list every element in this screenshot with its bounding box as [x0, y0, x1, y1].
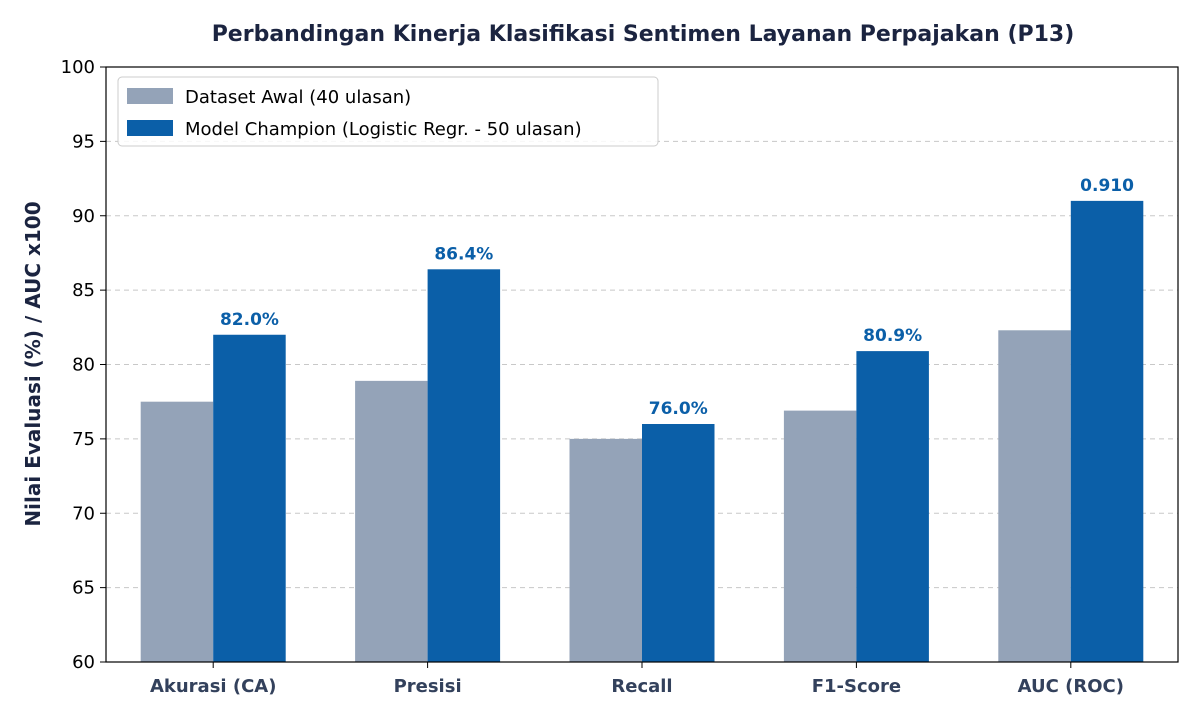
- legend-swatch: [127, 120, 173, 136]
- y-tick-label: 75: [72, 429, 95, 450]
- bar-model-champion: [427, 269, 501, 662]
- legend: Dataset Awal (40 ulasan) Model Champion (…: [117, 76, 659, 147]
- legend-entry: Dataset Awal (40 ulasan): [185, 87, 411, 108]
- data-labels: 82.0% 86.4% 76.0% 80.9% 0.910: [220, 176, 1134, 419]
- y-tick-label: 65: [72, 578, 95, 599]
- plot-frame: [105, 66, 1179, 663]
- bar-model-champion: [642, 424, 715, 662]
- data-label: 0.910: [1080, 176, 1134, 196]
- y-tick-label: 60: [72, 652, 95, 673]
- x-tick-label: AUC (ROC): [1018, 676, 1124, 697]
- legend-box: [117, 76, 659, 147]
- bar-dataset-awal: [998, 330, 1071, 662]
- bar-dataset-awal: [783, 410, 857, 662]
- bar-model-champion: [856, 351, 929, 662]
- bar-dataset-awal: [355, 380, 428, 662]
- data-label: 80.9%: [863, 326, 922, 346]
- x-tick-label: F1-Score: [812, 676, 901, 697]
- bars: [140, 200, 1144, 662]
- y-tick-label: 80: [72, 355, 95, 376]
- y-axis-label: Nilai Evaluasi (%) / AUC x100: [21, 201, 45, 526]
- data-label: 82.0%: [220, 310, 279, 330]
- data-label: 86.4%: [434, 244, 493, 264]
- y-tick-label: 90: [72, 206, 95, 227]
- bar-dataset-awal: [569, 438, 642, 662]
- bar-model-champion: [213, 334, 286, 662]
- y-tick-label: 70: [72, 503, 95, 524]
- x-tick-label: Akurasi (CA): [150, 676, 276, 697]
- legend-entry: Model Champion (Logistic Regr. - 50 ulas…: [185, 119, 582, 140]
- y-tick-label: 100: [61, 57, 95, 78]
- bar-dataset-awal: [140, 401, 214, 662]
- x-tick-label: Presisi: [394, 676, 462, 697]
- y-tick-label: 95: [72, 131, 95, 152]
- legend-swatch: [127, 88, 173, 104]
- axes: 60 65 70 75 80 85 90 95 100 Akurasi (CA) Presisi Re…: [61, 57, 1179, 697]
- chart-title: Perbandingan Kinerja Klasifikasi Sentime…: [212, 22, 1075, 47]
- x-tick-label: Recall: [611, 676, 672, 697]
- bar-model-champion: [1070, 200, 1144, 662]
- data-label: 76.0%: [649, 399, 708, 419]
- y-tick-label: 85: [72, 280, 95, 301]
